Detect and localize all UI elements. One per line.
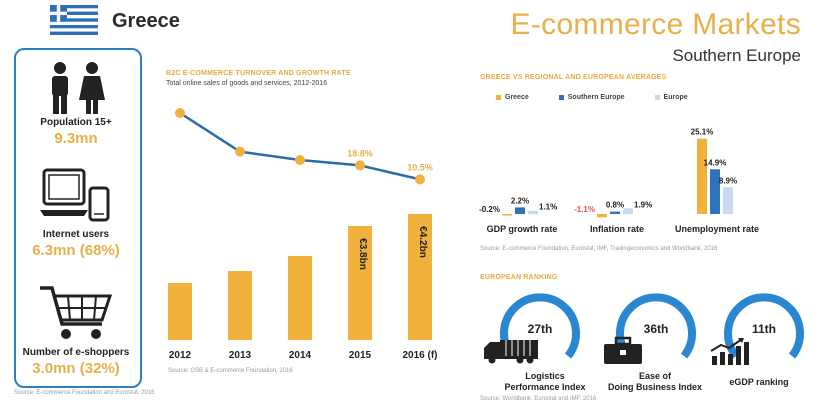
turnover-chart: 2012 2013 2014 €3.8bn 2015 €4.2bn 2016 (f) 18.8… bbox=[168, 108, 438, 361]
turnover-x-tick: 2012 bbox=[169, 350, 192, 361]
growth-rate-label: 18.8% bbox=[347, 148, 373, 158]
internet-users-value: 6.3mn (68%) bbox=[32, 242, 120, 259]
turnover-bar bbox=[348, 226, 372, 340]
egdp-rank-ring bbox=[724, 293, 804, 359]
turnover-bar bbox=[408, 214, 432, 340]
turnover-x-tick: 2015 bbox=[349, 350, 372, 361]
growth-rate-point bbox=[295, 155, 305, 166]
comparison-bar bbox=[697, 138, 707, 214]
comparison-source-note: Source: E-commerce Foundation, Eurostat,… bbox=[480, 246, 718, 252]
growth-rate-point bbox=[235, 146, 245, 157]
comparison-bar bbox=[515, 207, 525, 214]
comparison-value-label: 1.1% bbox=[539, 203, 557, 212]
turnover-bar-label: €4.2bn bbox=[417, 226, 428, 258]
population-value: 9.3mn bbox=[54, 130, 98, 147]
internet-users-label: Internet users bbox=[42, 229, 110, 240]
growth-rate-point bbox=[415, 174, 425, 185]
turnover-source-note: Source: GSB & E-commerce Foundation, 201… bbox=[168, 368, 293, 374]
comparison-value-label: 14.9% bbox=[704, 158, 727, 167]
logistics-rank-label: Logistics Performance Index bbox=[504, 371, 586, 392]
comparison-value-label: 0.8% bbox=[606, 201, 624, 210]
growth-rate-line bbox=[179, 111, 421, 181]
logistics-rank-value: 27th bbox=[527, 322, 553, 336]
egdp-rank-label: eGDP ranking bbox=[729, 377, 789, 387]
greece-flag-icon bbox=[50, 5, 98, 35]
turnover-chart-title: B2C E-COMMERCE TURNOVER AND GROWTH RATE bbox=[166, 70, 351, 77]
comparison-value-label: -1.1% bbox=[574, 205, 595, 214]
key-stats-panel bbox=[14, 48, 142, 388]
computer-icon bbox=[40, 168, 110, 222]
turnover-bar-label: €3.8bn bbox=[357, 238, 368, 270]
turnover-bar bbox=[228, 271, 252, 340]
shopping-cart-icon bbox=[40, 286, 113, 339]
comparison-category-label: Inflation rate bbox=[590, 224, 644, 234]
page-subtitle: Southern Europe bbox=[672, 46, 801, 65]
comparison-category-label: Unemployment rate bbox=[675, 224, 759, 234]
growth-rate-point bbox=[175, 108, 185, 118]
growth-rate-point bbox=[355, 160, 365, 171]
e-shoppers-value: 3.0mn (32%) bbox=[32, 360, 120, 377]
comparison-legend: Greece Southern Europe Europe bbox=[496, 94, 688, 101]
comparison-bar bbox=[723, 187, 733, 214]
comparison-bar bbox=[597, 214, 607, 218]
comparison-bar bbox=[623, 208, 633, 214]
growth-rate-label: 10.5% bbox=[407, 162, 433, 172]
turnover-x-tick: 2014 bbox=[289, 350, 312, 361]
business-rank-value: 36th bbox=[643, 322, 669, 336]
comparison-value-label: 1.9% bbox=[634, 200, 652, 209]
comparison-value-label: 2.2% bbox=[511, 196, 529, 205]
comparison-bar bbox=[710, 169, 720, 214]
ranking-source-note: Source: Worldbank, Eurostat and IMF, 201… bbox=[480, 396, 597, 402]
population-label: Population 15+ bbox=[40, 117, 112, 128]
comparison-chart: -0.2% 2.2% 1.1% GDP growth rate -1.1% 0.8% 1.9… bbox=[479, 128, 759, 234]
egdp-rank-value: 11th bbox=[751, 322, 776, 336]
comparison-bar bbox=[610, 211, 620, 214]
comparison-value-label: 25.1% bbox=[691, 128, 714, 137]
comparison-bar bbox=[528, 210, 538, 214]
legend-greece: Greece bbox=[496, 94, 529, 101]
comparison-category-label: GDP growth rate bbox=[487, 224, 558, 234]
logistics-rank-ring bbox=[500, 293, 580, 359]
e-shoppers-label: Number of e-shoppers bbox=[22, 347, 130, 358]
country-name: Greece bbox=[112, 10, 180, 32]
legend-southern-europe: Southern Europe bbox=[558, 94, 625, 101]
business-rank-ring bbox=[616, 293, 696, 359]
briefcase-icon bbox=[604, 336, 642, 364]
comparison-bar bbox=[502, 214, 512, 216]
turnover-bar bbox=[168, 283, 192, 340]
legend-europe: Europe bbox=[654, 94, 688, 101]
comparison-value-label: -0.2% bbox=[479, 205, 500, 214]
turnover-bar bbox=[288, 256, 312, 340]
turnover-chart-subtitle: Total online sales of goods and services… bbox=[166, 80, 328, 87]
turnover-x-tick: 2013 bbox=[229, 350, 252, 361]
growth-chart-icon bbox=[710, 338, 749, 365]
ranking-title: EUROPEAN RANKING bbox=[480, 274, 558, 281]
turnover-x-tick: 2016 (f) bbox=[402, 350, 437, 361]
business-rank-label: Ease of Doing Business Index bbox=[607, 371, 703, 392]
page-title: E-commerce Markets bbox=[510, 8, 801, 41]
left-source-note: Source: E-commerce Foundation and Eurost… bbox=[14, 390, 155, 396]
truck-icon bbox=[484, 340, 538, 364]
people-icon bbox=[52, 62, 105, 114]
comparison-value-label: 8.9% bbox=[719, 176, 737, 185]
comparison-chart-title: GREECE VS REGIONAL AND EUROPEAN AVERAGES bbox=[480, 74, 667, 81]
